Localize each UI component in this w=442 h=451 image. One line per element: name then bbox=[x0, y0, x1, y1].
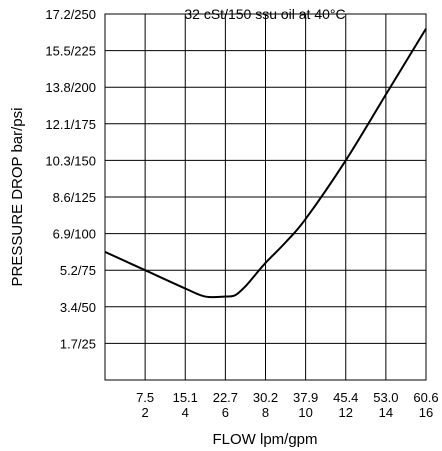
series-layer bbox=[104, 28, 427, 299]
x-tick-label-gpm: 12 bbox=[339, 405, 353, 420]
x-tick-label-gpm: 4 bbox=[182, 405, 189, 420]
y-tick-label: 3.4/50 bbox=[60, 300, 96, 315]
y-tick-label: 5.2/75 bbox=[60, 263, 96, 278]
y-tick-label: 8.6/125 bbox=[53, 190, 96, 205]
x-tick-label-lpm: 53.0 bbox=[373, 390, 398, 405]
x-tick-label-lpm: 7.5 bbox=[136, 390, 154, 405]
y-tick-label: 10.3/150 bbox=[45, 153, 96, 168]
y-tick-label: 13.8/200 bbox=[45, 80, 96, 95]
x-tick-label-lpm: 15.1 bbox=[173, 390, 198, 405]
y-tick-label: 12.1/175 bbox=[45, 117, 96, 132]
y-axis-label: PRESSURE DROP bar/psi bbox=[9, 108, 26, 287]
y-tick-label: 15.5/225 bbox=[45, 44, 96, 59]
y-tick-labels: 1.7/25 3.4/50 5.2/75 6.9/100 8.6/125 10.3/150… bbox=[45, 7, 96, 351]
x-tick-label-gpm: 6 bbox=[222, 405, 229, 420]
x-tick-label-gpm: 14 bbox=[379, 405, 393, 420]
x-tick-label-gpm: 2 bbox=[142, 405, 149, 420]
y-tick-label: 17.2/250 bbox=[45, 7, 96, 22]
x-tick-label-lpm: 30.2 bbox=[253, 390, 278, 405]
x-tick-label-gpm: 8 bbox=[262, 405, 269, 420]
x-tick-label-lpm: 45.4 bbox=[333, 390, 358, 405]
x-tick-label-gpm: 16 bbox=[419, 405, 433, 420]
y-tick-label: 1.7/25 bbox=[60, 336, 96, 351]
series-line bbox=[104, 28, 427, 299]
x-tick-label-lpm: 37.9 bbox=[293, 390, 318, 405]
grid bbox=[105, 13, 427, 380]
plot-frame bbox=[104, 13, 427, 381]
x-axis-label: FLOW lpm/gpm bbox=[212, 431, 317, 448]
x-tick-labels: 7.52 15.14 22.76 30.28 37.910 45.412 53.014 60.… bbox=[136, 390, 439, 420]
y-tick-label: 6.9/100 bbox=[53, 227, 96, 242]
x-tick-label-lpm: 22.7 bbox=[213, 390, 238, 405]
x-tick-label-lpm: 60.6 bbox=[413, 390, 438, 405]
x-tick-label-gpm: 10 bbox=[298, 405, 312, 420]
